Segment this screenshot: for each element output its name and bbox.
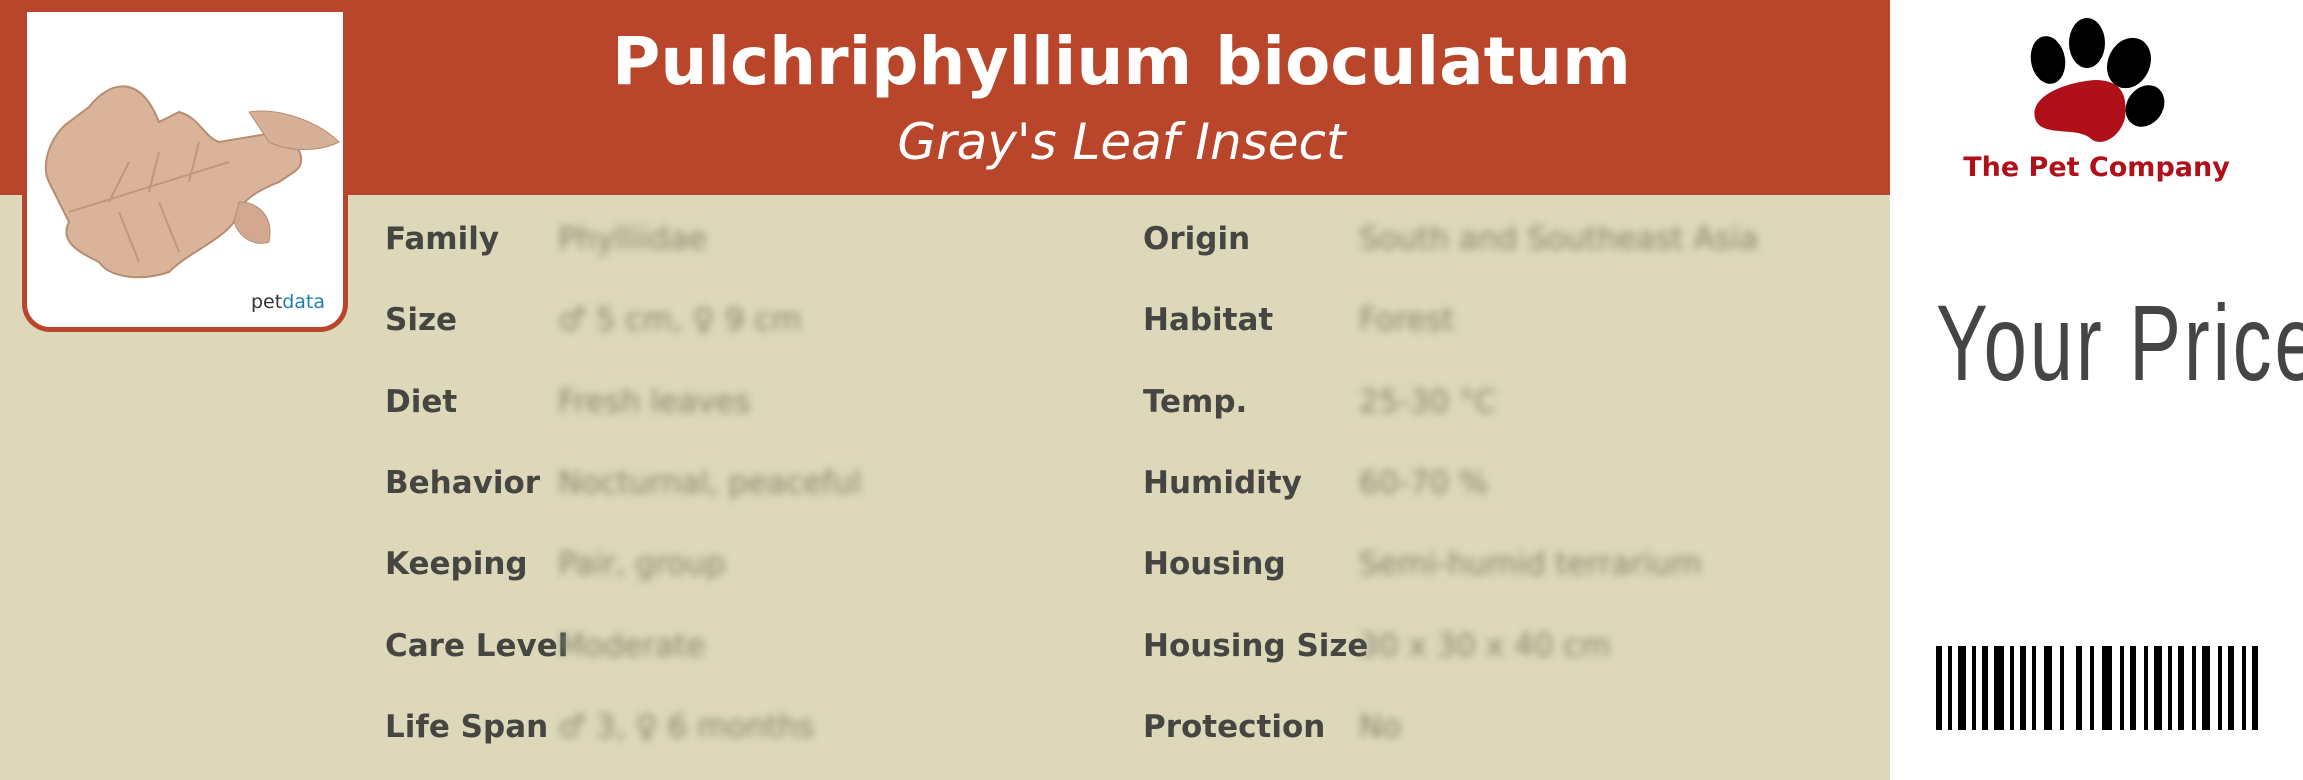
field-value: South and Southeast Asia [1359,221,1759,257]
species-title: Pulchriphyllium bioculatum [612,23,1631,100]
leaf-insect-image [44,85,340,279]
field-value: 25-30 °C [1359,384,1497,420]
field-value: ♂ 5 cm, ♀ 9 cm [558,302,802,338]
field-label: Origin [1143,221,1251,257]
field-value: No [1359,709,1402,745]
field-value: 60-70 % [1359,465,1489,501]
field-label: Care Level [385,628,569,664]
field-label: Diet [385,384,458,420]
price-label: Your Price [1936,282,2303,403]
company-name: The Pet Company [1963,152,2230,183]
field-label: Housing Size [1143,628,1369,664]
field-label: Family [385,221,500,257]
species-photo: petdata [22,12,348,332]
price-sidebar: The Pet Company Your Price [1890,0,2303,780]
field-value: ♂ 3, ♀ 6 months [558,709,814,745]
field-label: Protection [1143,709,1326,745]
field-label: Housing [1143,546,1286,582]
field-value: 30 x 30 x 40 cm [1359,628,1611,664]
paw-logo-icon [2030,18,2165,142]
field-label: Life Span [385,709,549,745]
field-value: Pair, group [558,546,726,582]
common-name: Gray's Leaf Insect [897,113,1346,171]
field-label: Temp. [1143,384,1248,420]
field-value: Phylliidae [558,221,707,257]
field-label: Humidity [1143,465,1302,501]
field-value: Moderate [558,628,706,664]
field-label: Keeping [385,546,528,582]
field-label: Size [385,302,458,338]
field-value: Forest [1359,302,1455,338]
field-label: Habitat [1143,302,1274,338]
petdata-watermark: petdata [251,291,325,313]
field-value: Semi-humid terrarium [1359,546,1702,582]
field-label: Behavior [385,465,541,501]
barcode-icon [1936,646,2258,730]
field-value: Fresh leaves [558,384,751,420]
field-value: Nocturnal, peaceful [558,465,862,501]
